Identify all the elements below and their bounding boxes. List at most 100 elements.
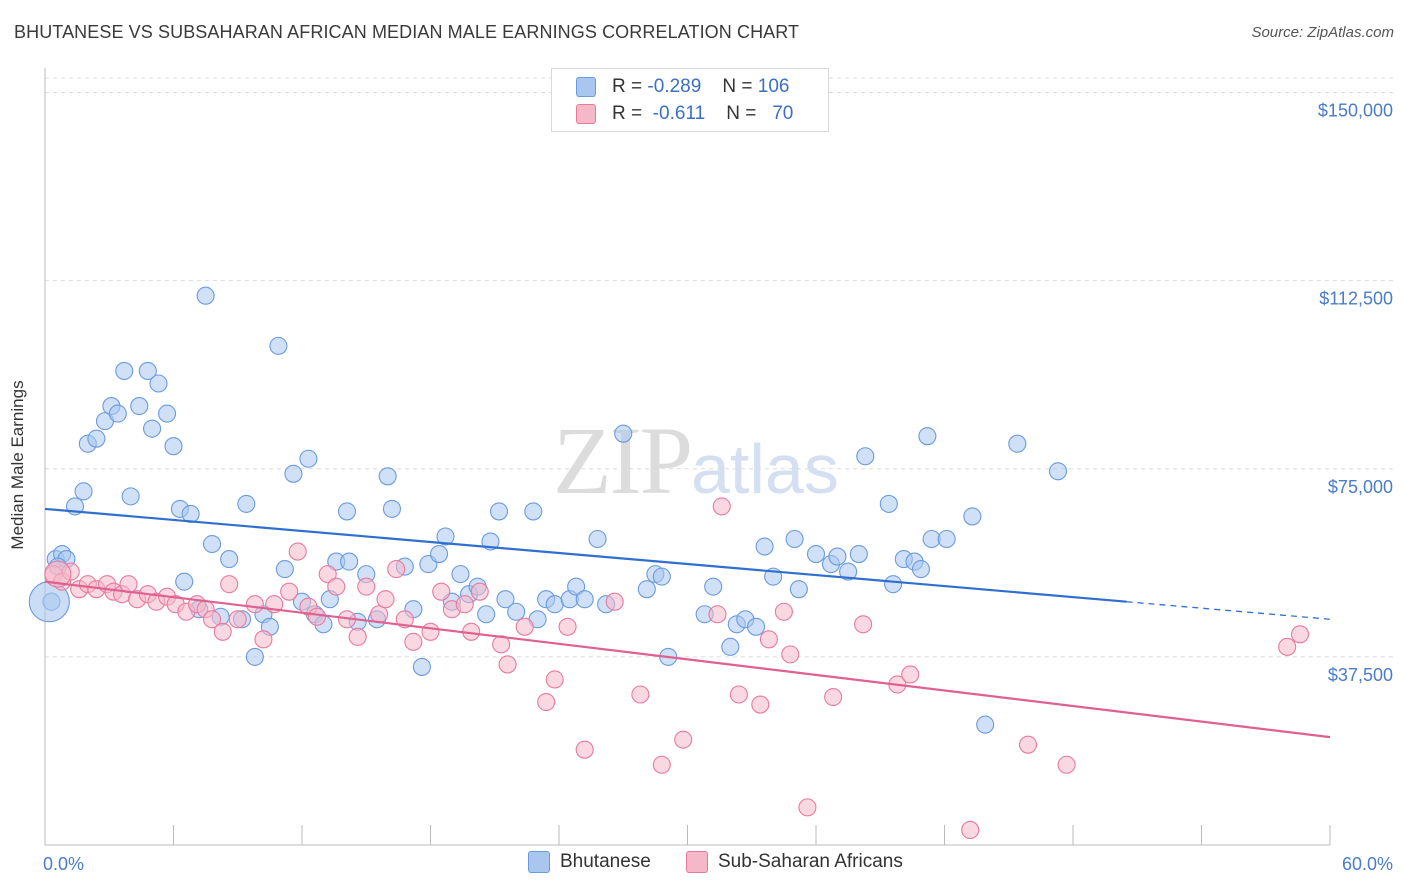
bhutanese-point [237,494,256,513]
legend-n-label: N = [722,76,753,97]
subsaharan-point [421,622,440,641]
bhutanese-point [275,560,294,579]
subsaharan-point [751,695,770,714]
bhutanese-point [545,595,564,614]
bhutanese-point [143,419,162,438]
subsaharan-point [387,560,406,579]
legend-n-value: 106 [757,76,790,97]
subsaharan-point [575,740,594,759]
bhutanese-point [839,562,858,581]
subsaharan-point [558,617,577,636]
legend-n-value: 70 [772,103,794,124]
subsaharan-point [798,798,817,817]
chart-title: BHUTANESE VS SUBSAHARAN AFRICAN MEDIAN M… [14,22,800,42]
bhutanese-point [87,429,106,448]
bhutanese-point [918,427,937,446]
subsaharan-point [708,605,727,624]
subsaharan-point [515,617,534,636]
grid-lines [45,77,1395,658]
subsaharan-point-large [44,560,72,588]
legend-swatch-bhutanese [528,851,550,873]
subsaharan-point [781,645,800,664]
subsaharan-point [455,595,474,614]
subsaharan-points [44,497,1310,840]
y-axis-label: Median Male Earnings [8,380,27,550]
subsaharan-trend-line [44,580,1331,739]
subsaharan-point [1018,735,1038,754]
subsaharan-point [712,497,731,516]
subsaharan-point [605,592,624,611]
bhutanese-point [721,637,740,656]
subsaharan-point [288,542,307,561]
y-tick-labels: $37,500 $75,000 $112,500 $150,000 [1318,101,1393,685]
bhutanese-point [704,577,723,596]
subsaharan-point [254,630,273,649]
bhutanese-point [507,602,526,621]
bhutanese-point [196,286,215,305]
subsaharan-point [376,590,395,609]
bhutanese-point [138,361,157,381]
bhutanese-point [746,617,766,636]
legend-label-bhutanese: Bhutanese [560,851,651,872]
legend-item-subsaharan[interactable]: Sub-Saharan Africans [686,851,903,873]
bhutanese-point [575,590,594,609]
subsaharan-point [901,665,920,684]
subsaharan-point [652,755,671,774]
subsaharan-point [348,627,367,646]
subsaharan-point [318,565,337,584]
subsaharan-point [1057,755,1076,774]
x-tick-label: 0.0% [43,854,84,874]
subsaharan-point [854,615,873,634]
bhutanese-point [496,590,515,609]
bhutanese-point [430,545,449,564]
subsaharan-point [395,610,414,629]
bhutanese-point [789,580,808,599]
bhutanese-point [567,577,586,596]
bhutanese-point [588,529,607,549]
chart-source: Source: ZipAtlas.com [1251,24,1394,41]
legend-item-bhutanese[interactable]: Bhutanese [528,851,651,873]
axes [44,68,1331,846]
bhutanese-point [828,547,847,566]
subsaharan-point [498,655,517,674]
subsaharan-point [1290,625,1310,644]
x-tick-label: 60.0% [1342,854,1393,874]
bhutanese-point [130,397,149,416]
y-axis-label-wrap: Median Male Earnings [8,380,28,549]
bhutanese-point [299,449,318,468]
subsaharan-point [432,582,451,601]
bhutanese-point [203,534,222,554]
bhutanese-point [856,447,875,466]
bhutanese-point [149,374,168,393]
y-tick-label: $37,500 [1328,665,1393,685]
trend-lines [44,507,1331,739]
subsaharan-point [674,730,693,749]
bhutanese-point [755,537,774,556]
bhutanese-point [524,502,543,521]
bhutanese-point [340,552,359,571]
bhutanese-point [937,529,956,549]
legend-row-bhutanese: R = -0.289 N = 106 [576,75,789,99]
bhutanese-point [637,580,656,599]
legend-row-subsaharan: R = -0.611 N = 70 [576,102,793,126]
bhutanese-point [378,467,397,486]
bhutanese-point [337,502,357,521]
subsaharan-point [307,607,327,626]
legend-r-value: -0.611 [652,103,706,124]
bhutanese-point [108,404,127,423]
subsaharan-point [470,582,489,601]
bhutanese-point [451,565,470,584]
bhutanese-point [158,404,177,423]
legend-swatch-subsaharan [686,851,708,873]
bhutanese-point [1008,434,1027,453]
bhutanese-point [879,494,898,513]
subsaharan-point [545,670,564,689]
bhutanese-point [849,545,868,564]
subsaharan-point [370,605,389,624]
bhutanese-point [284,464,303,483]
bhutanese-point [614,424,633,443]
bhutanese-point [489,502,509,521]
subsaharan-point [759,630,778,649]
subsaharan-point [228,610,247,629]
